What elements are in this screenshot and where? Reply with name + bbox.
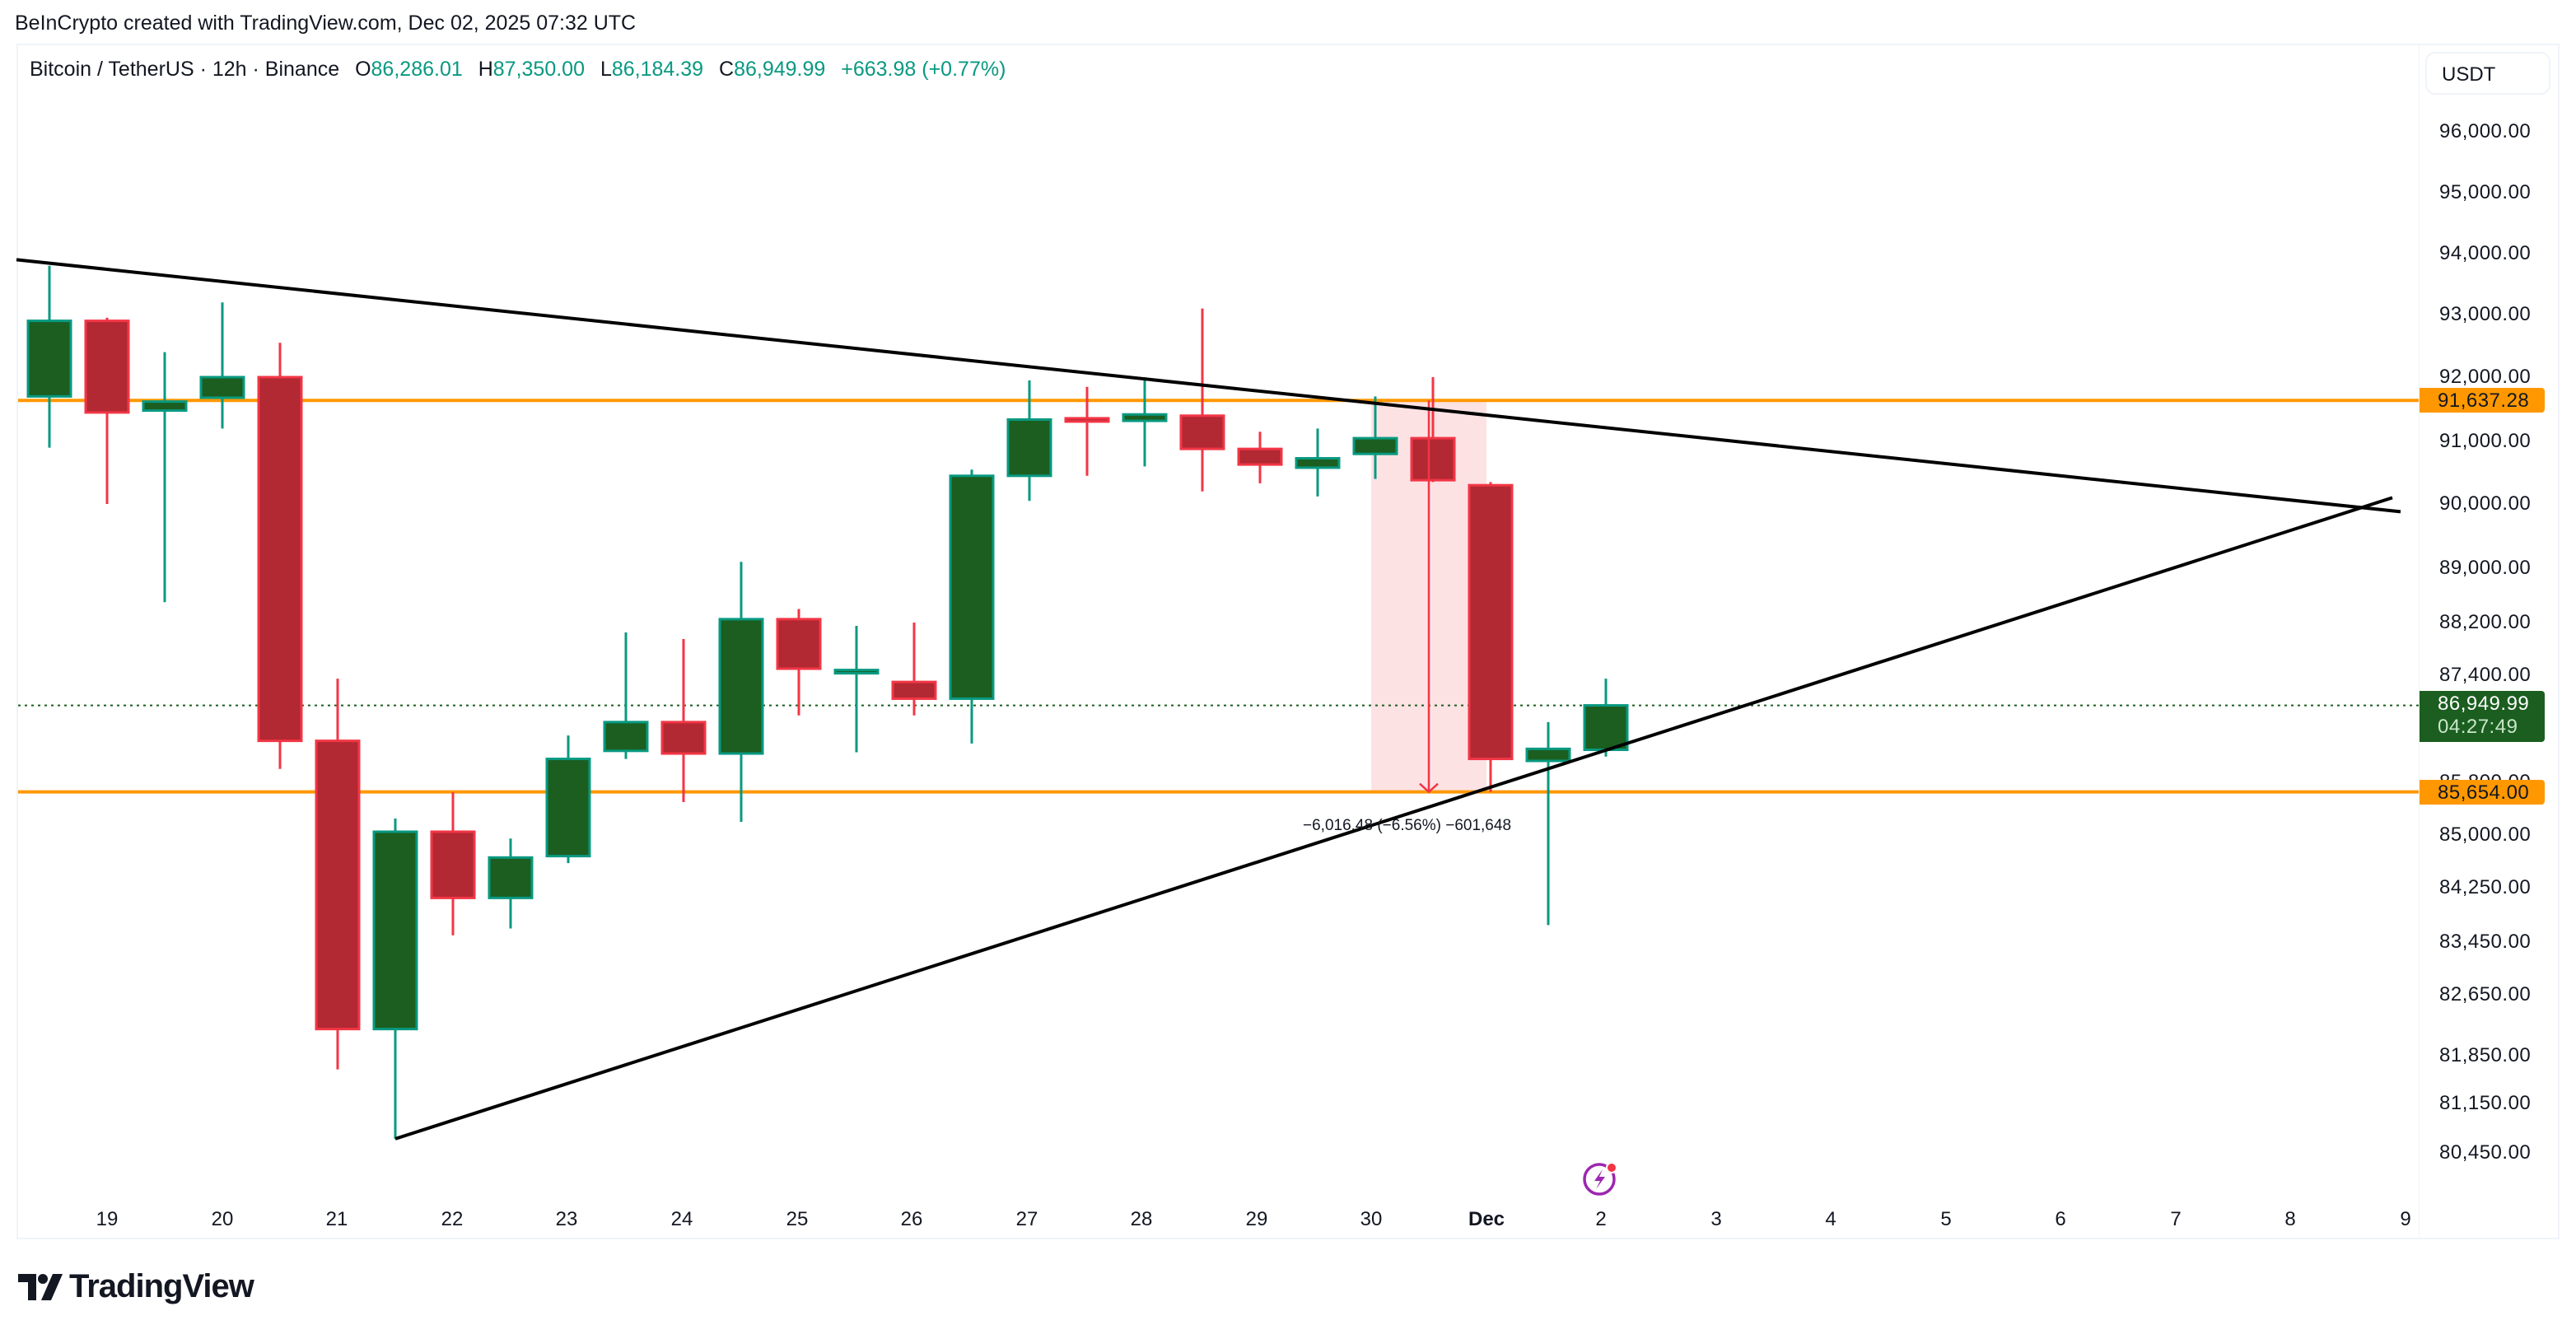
candle-body	[372, 830, 418, 1031]
candle-body	[718, 618, 764, 755]
time-axis-label: 23	[555, 1208, 578, 1230]
symbol-legend: Bitcoin / TetherUS · 12h · Binance O86,2…	[30, 58, 1006, 82]
price-axis-label: 84,250.00	[2439, 876, 2532, 898]
open-label: O	[355, 58, 371, 81]
time-axis-label: 5	[1940, 1208, 1952, 1230]
candle-body	[1295, 457, 1341, 469]
descending-resistance-trendline	[16, 258, 2401, 514]
candle-body	[1583, 704, 1629, 752]
candle-body	[1410, 436, 1456, 482]
time-axis-label: 24	[670, 1208, 693, 1230]
candle-body	[315, 739, 361, 1031]
candle-body	[1064, 417, 1110, 423]
chart-frame	[16, 44, 2560, 1239]
support-price-tag: 85,654.00	[2420, 779, 2545, 805]
currency-button[interactable]: USDT	[2425, 52, 2550, 95]
symbol-title[interactable]: Bitcoin / TetherUS · 12h · Binance	[30, 58, 340, 81]
price-axis-separator	[2419, 45, 2420, 1238]
low-value: 86,184.39	[611, 58, 704, 81]
candle-body	[1468, 483, 1514, 761]
time-axis-label: 27	[1015, 1208, 1038, 1230]
time-axis-label: 26	[900, 1208, 923, 1230]
price-axis-label: 81,850.00	[2439, 1044, 2532, 1066]
time-axis-label: 20	[211, 1208, 234, 1230]
candle-body	[430, 830, 476, 899]
time-axis-label: 25	[786, 1208, 809, 1230]
price-axis-label: 95,000.00	[2439, 181, 2532, 203]
price-axis-label: 90,000.00	[2439, 492, 2532, 515]
time-axis-label: 8	[2284, 1208, 2296, 1230]
candle-body	[257, 376, 303, 743]
close-value: 86,949.99	[734, 58, 826, 81]
ascending-support-trendline	[394, 496, 2393, 1141]
time-axis-label: 28	[1130, 1208, 1153, 1230]
candle-body	[1006, 418, 1052, 478]
price-axis-label: 81,150.00	[2439, 1092, 2532, 1114]
price-axis-label: 82,650.00	[2439, 983, 2532, 1005]
candle-body	[891, 680, 937, 700]
price-axis-label: 83,450.00	[2439, 931, 2532, 953]
price-axis-label: 80,450.00	[2439, 1141, 2532, 1164]
candle-body	[1525, 747, 1571, 763]
time-axis-label: 29	[1245, 1208, 1268, 1230]
open-value: 86,286.01	[371, 58, 463, 81]
time-axis-label: 22	[441, 1208, 464, 1230]
candle-body	[1237, 447, 1283, 466]
candle-body	[1122, 413, 1168, 422]
last-price-tag: 86,949.99 04:27:49	[2420, 690, 2545, 742]
candle-body	[199, 376, 245, 399]
tradingview-logo-text: TradingView	[69, 1268, 254, 1304]
close-label: C	[719, 58, 735, 81]
candle-body	[776, 618, 822, 670]
time-axis-label: 4	[1825, 1208, 1836, 1230]
price-axis-label: 89,000.00	[2439, 557, 2532, 579]
price-axis-label: 91,000.00	[2439, 430, 2532, 452]
time-axis-label: Dec	[1468, 1208, 1505, 1230]
time-axis-label: 21	[325, 1208, 348, 1230]
candle-body	[603, 721, 649, 753]
time-axis-label: 30	[1360, 1208, 1383, 1230]
measure-arrow-head	[1419, 782, 1439, 794]
time-axis-label: 9	[2400, 1208, 2411, 1230]
high-label: H	[478, 58, 493, 81]
candle-body	[949, 474, 995, 700]
time-axis-label: 7	[2170, 1208, 2182, 1230]
price-axis-label: 85,000.00	[2439, 823, 2532, 846]
candle-body	[545, 758, 591, 858]
price-axis-label: 96,000.00	[2439, 120, 2532, 142]
candle-body	[1179, 414, 1225, 450]
candle-body	[488, 856, 534, 899]
time-axis-label: 2	[1595, 1208, 1607, 1230]
time-axis-label: 19	[96, 1208, 119, 1230]
price-axis-label: 93,000.00	[2439, 303, 2532, 325]
bar-countdown: 04:27:49	[2438, 715, 2518, 738]
tradingview-logo-icon	[18, 1273, 63, 1300]
candle-body	[142, 400, 188, 413]
candle-body	[660, 721, 707, 755]
chart-credit: BeInCrypto created with TradingView.com,…	[15, 12, 637, 35]
low-label: L	[600, 58, 612, 81]
high-value: 87,350.00	[492, 58, 585, 81]
price-axis-label: 88,200.00	[2439, 611, 2532, 633]
tradingview-logo[interactable]: TradingView	[18, 1268, 254, 1305]
candle-body	[833, 669, 880, 675]
price-axis-label: 87,400.00	[2439, 664, 2532, 686]
candle-body	[84, 320, 130, 414]
time-axis-label: 3	[1710, 1208, 1722, 1230]
candle-body	[1352, 436, 1398, 455]
change-value: +663.98 (+0.77%)	[841, 58, 1006, 81]
time-axis-label: 6	[2055, 1208, 2066, 1230]
price-axis-label: 94,000.00	[2439, 242, 2532, 264]
last-price-value: 86,949.99	[2438, 692, 2530, 715]
lightning-event-icon[interactable]	[1581, 1158, 1621, 1201]
resistance-price-tag: 91,637.28	[2420, 388, 2545, 413]
candle-body	[26, 320, 72, 398]
price-axis-label: 92,000.00	[2439, 366, 2532, 388]
price-range-measurement-label: −6,016.48 (−6.56%) −601,648	[1303, 816, 1512, 834]
